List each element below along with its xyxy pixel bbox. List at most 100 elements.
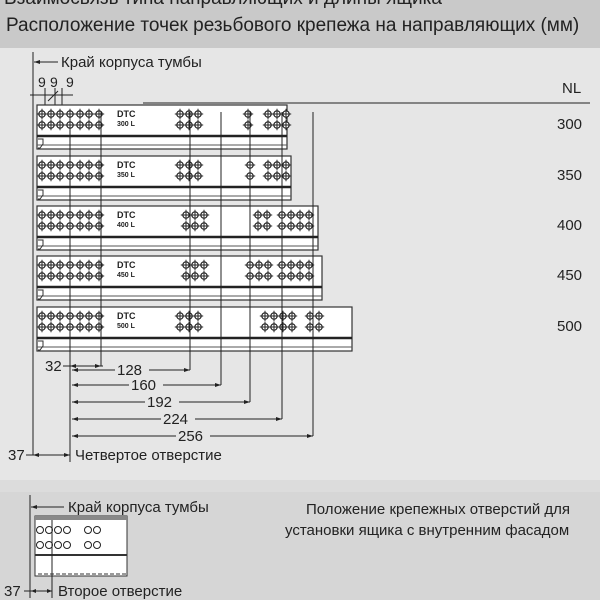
rail-brand: DTC bbox=[117, 311, 136, 321]
mounting-hole bbox=[262, 270, 274, 282]
mounting-hole bbox=[36, 270, 48, 282]
mounting-hole bbox=[304, 321, 316, 333]
rail-brand: DTC bbox=[117, 160, 136, 170]
mounting-hole bbox=[83, 270, 95, 282]
mounting-hole bbox=[192, 310, 204, 322]
mounting-hole bbox=[192, 170, 204, 182]
dimension-128: 128 bbox=[72, 112, 191, 379]
rail-350: DTC 350 L bbox=[36, 155, 292, 201]
mounting-hole bbox=[45, 159, 57, 171]
mounting-hole bbox=[285, 270, 297, 282]
mounting-hole bbox=[198, 209, 210, 221]
mounting-hole bbox=[64, 108, 76, 120]
mounting-hole bbox=[262, 108, 274, 120]
main-drawing: Край корпуса тумбы 9 9 9 NL DTC 300 L 300 D… bbox=[8, 52, 590, 464]
cut-title: Взаимосвязь типа направляющих и длины ящ… bbox=[4, 0, 442, 9]
bottom-offset-dim-37: 37 bbox=[4, 583, 21, 600]
mounting-hole bbox=[280, 159, 292, 171]
mounting-hole bbox=[285, 259, 297, 271]
rail-model: 450 L bbox=[117, 272, 136, 279]
dimension-label: 224 bbox=[163, 411, 188, 428]
mounting-hole bbox=[174, 321, 186, 333]
mounting-hole bbox=[174, 159, 186, 171]
mounting-hole bbox=[174, 119, 186, 131]
rail-body bbox=[36, 205, 319, 251]
mounting-hole bbox=[198, 259, 210, 271]
mounting-hole bbox=[74, 119, 86, 131]
rail-body bbox=[36, 255, 323, 301]
mounting-hole bbox=[280, 108, 292, 120]
mounting-hole bbox=[54, 270, 66, 282]
mounting-hole bbox=[253, 270, 265, 282]
mounting-hole bbox=[285, 220, 297, 232]
mounting-hole bbox=[174, 108, 186, 120]
dimension-label: 256 bbox=[178, 428, 203, 445]
dimension-224: 224 bbox=[72, 112, 283, 428]
mounting-hole bbox=[84, 526, 92, 534]
mounting-hole bbox=[259, 321, 271, 333]
mounting-hole bbox=[183, 321, 195, 333]
mounting-hole bbox=[45, 541, 53, 549]
mounting-hole bbox=[294, 270, 306, 282]
dim-9a: 9 bbox=[38, 74, 46, 90]
mounting-hole bbox=[36, 321, 48, 333]
mounting-hole bbox=[183, 310, 195, 322]
mounting-hole bbox=[183, 108, 195, 120]
mounting-hole bbox=[83, 310, 95, 322]
mounting-hole bbox=[294, 259, 306, 271]
mounting-hole bbox=[180, 270, 192, 282]
dimension-32: 32 bbox=[45, 112, 103, 375]
mounting-hole bbox=[83, 209, 95, 221]
rail-400: DTC 400 L bbox=[36, 205, 319, 251]
nl-label: NL bbox=[562, 80, 581, 97]
fourth-hole-label: Четвертое отверстие bbox=[75, 447, 222, 464]
mounting-hole bbox=[180, 209, 192, 221]
mounting-hole bbox=[262, 159, 274, 171]
mounting-hole bbox=[45, 108, 57, 120]
dimension-label: 128 bbox=[117, 362, 142, 379]
mounting-hole bbox=[36, 170, 48, 182]
mounting-hole bbox=[294, 220, 306, 232]
dimension-label: 192 bbox=[147, 394, 172, 411]
mounting-hole bbox=[262, 119, 274, 131]
mounting-hole bbox=[192, 119, 204, 131]
mounting-hole bbox=[262, 259, 274, 271]
mounting-hole bbox=[271, 108, 283, 120]
caption-line-2: установки ящика с внутренним фасадом bbox=[285, 522, 569, 539]
rail-500: DTC 500 L bbox=[36, 306, 353, 352]
mounting-hole bbox=[271, 159, 283, 171]
mounting-hole bbox=[74, 321, 86, 333]
dim-9c: 9 bbox=[66, 74, 74, 90]
mounting-hole bbox=[74, 108, 86, 120]
mounting-hole bbox=[36, 220, 48, 232]
mounting-hole bbox=[271, 170, 283, 182]
mounting-hole bbox=[45, 220, 57, 232]
rail-model: 300 L bbox=[117, 121, 136, 128]
nl-value-300: 300 bbox=[557, 116, 582, 133]
mounting-hole bbox=[74, 310, 86, 322]
dim-9b: 9 bbox=[50, 74, 58, 90]
mounting-hole bbox=[45, 170, 57, 182]
mounting-hole bbox=[36, 119, 48, 131]
mounting-hole bbox=[54, 541, 62, 549]
dimension-label: 32 bbox=[45, 358, 62, 375]
mounting-hole bbox=[45, 321, 57, 333]
mounting-hole bbox=[54, 108, 66, 120]
mounting-hole bbox=[271, 119, 283, 131]
mounting-hole bbox=[280, 170, 292, 182]
mounting-hole bbox=[189, 220, 201, 232]
rail-brand: DTC bbox=[117, 109, 136, 119]
mounting-hole bbox=[36, 526, 44, 534]
rail-body bbox=[36, 306, 353, 352]
mounting-hole bbox=[198, 220, 210, 232]
rail-model: 500 L bbox=[117, 323, 136, 330]
mounting-hole bbox=[303, 220, 315, 232]
mounting-hole bbox=[54, 526, 62, 534]
mounting-hole bbox=[262, 170, 274, 182]
mounting-hole bbox=[45, 209, 57, 221]
mounting-hole bbox=[54, 259, 66, 271]
mounting-hole bbox=[280, 119, 292, 131]
mounting-hole bbox=[74, 270, 86, 282]
mounting-hole bbox=[83, 159, 95, 171]
mounting-hole bbox=[63, 526, 71, 534]
